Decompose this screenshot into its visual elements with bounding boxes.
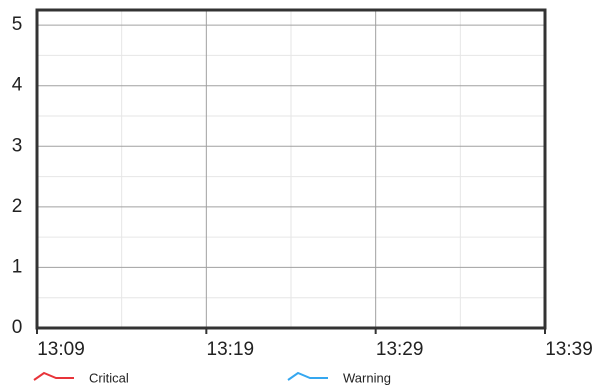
legend-label: Critical: [89, 370, 129, 385]
y-tick-label: 3: [12, 135, 23, 156]
plot-frame: [35, 8, 547, 330]
y-tick-label: 4: [12, 75, 23, 96]
legend-label: Warning: [343, 370, 391, 385]
x-tick-label: 13:29: [376, 339, 424, 360]
y-tick-label: 2: [12, 196, 23, 217]
x-tick-label: 13:09: [37, 339, 85, 360]
y-tick-label: 5: [12, 14, 23, 35]
x-tick-label: 13:19: [207, 339, 255, 360]
y-tick-label: 0: [12, 317, 23, 338]
legend-icon: [33, 371, 74, 381]
legend-icon: [287, 371, 328, 381]
y-tick-label: 1: [12, 256, 23, 277]
x-tick-label: 13:39: [545, 339, 593, 360]
